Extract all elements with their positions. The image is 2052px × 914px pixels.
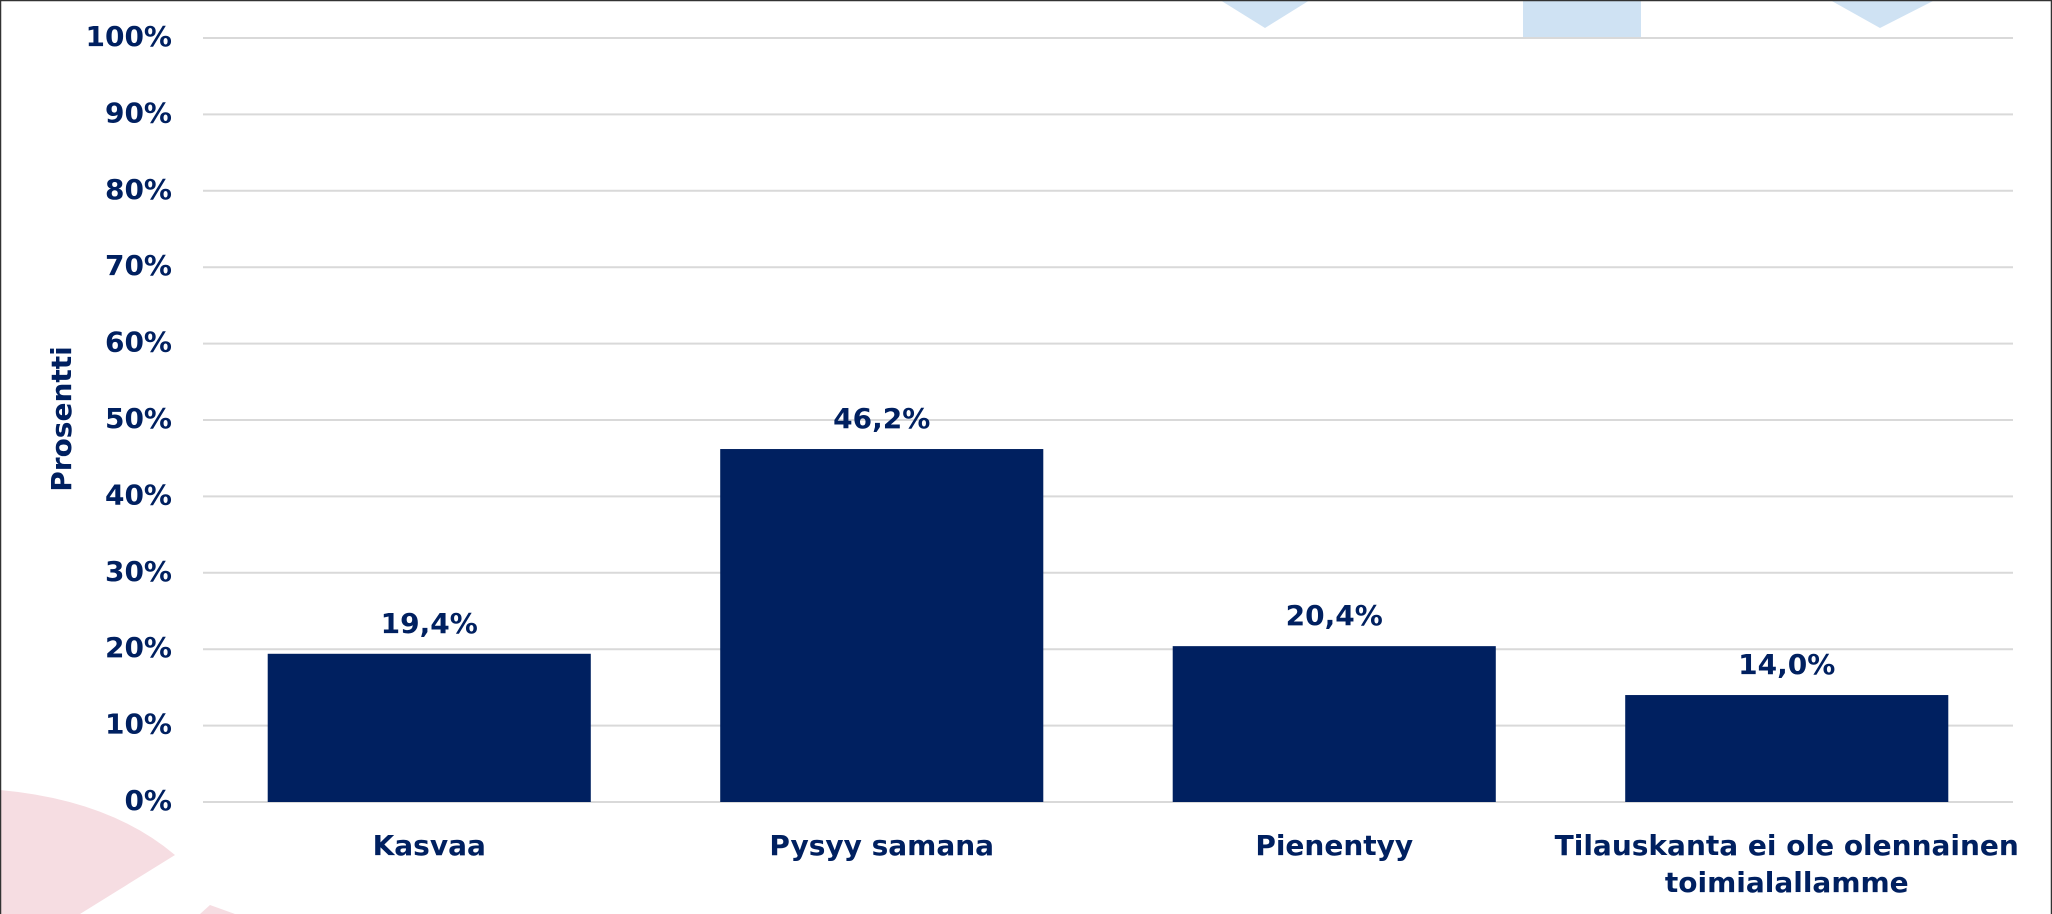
value-label: 19,4% [381,607,478,640]
bar [1625,695,1949,802]
value-label: 14,0% [1738,648,1835,681]
y-axis-label: Prosentti [45,346,78,492]
decoration [1220,0,1310,28]
y-tick-label: 50% [105,402,172,435]
y-tick-label: 20% [105,631,172,664]
x-tick-label: Kasvaa [372,829,486,862]
y-tick-label: 60% [105,326,172,359]
x-tick-label: Pienentyy [1255,829,1414,862]
y-tick-label: 10% [105,708,172,741]
value-label: 46,2% [833,402,930,435]
bar [720,449,1044,802]
y-tick-label: 0% [124,784,172,817]
x-tick-label: Pysyy samana [769,829,995,862]
y-tick-label: 100% [85,20,172,53]
decoration [200,905,235,914]
bar [1172,646,1496,802]
decoration [1523,0,1641,38]
y-tick-label: 30% [105,555,172,588]
decoration [1830,0,1935,28]
value-label: 20,4% [1286,599,1383,632]
y-tick-label: 70% [105,249,172,282]
decoration [0,790,175,914]
bar [267,653,591,802]
y-tick-label: 40% [105,478,172,511]
y-tick-label: 90% [105,96,172,129]
y-tick-label: 80% [105,173,172,206]
x-tick-label: Tilauskanta ei ole olennainen toimialall… [1554,829,2019,899]
